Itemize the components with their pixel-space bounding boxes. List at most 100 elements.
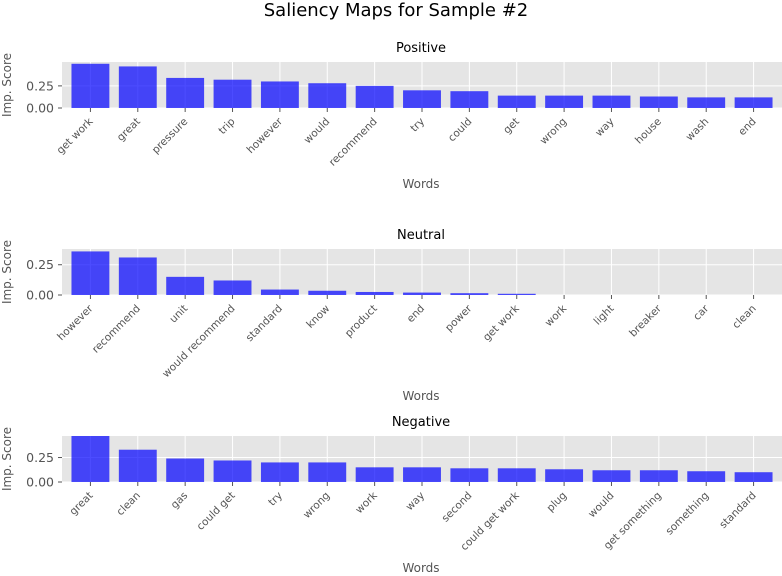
x-tick-label: end xyxy=(736,116,758,138)
x-tick-label: could get xyxy=(195,490,238,533)
x-tick-label: standard xyxy=(244,303,285,344)
bar-way xyxy=(403,467,441,482)
bar-get xyxy=(497,95,536,108)
x-axis-label: Words xyxy=(402,561,439,575)
bar-know xyxy=(308,290,347,295)
x-tick-label: great xyxy=(115,116,143,144)
x-axis-label: Words xyxy=(402,177,439,191)
x-tick-label: work xyxy=(543,302,570,329)
bar-wash xyxy=(687,97,726,108)
bar-wrong xyxy=(545,95,584,108)
x-tick-label: pressure xyxy=(150,116,191,157)
y-tick-label: 0.00 xyxy=(26,288,54,303)
x-tick-label: house xyxy=(633,116,664,147)
x-tick-label: breaker xyxy=(627,302,664,339)
bar-plug xyxy=(545,469,584,482)
x-tick-label: power xyxy=(443,302,475,334)
bar-great xyxy=(118,66,157,108)
x-tick-label: clean xyxy=(114,490,142,518)
bar-recommend xyxy=(355,85,394,108)
bar-unit xyxy=(166,276,205,295)
x-tick-label: know xyxy=(304,302,332,330)
bar-clean xyxy=(118,449,157,482)
y-tick-label: 0.00 xyxy=(26,475,54,490)
x-tick-label: clean xyxy=(730,303,758,331)
y-tick-label: 0.00 xyxy=(26,101,54,116)
x-tick-label: get work xyxy=(481,302,523,344)
x-tick-label: trip xyxy=(216,115,237,136)
bar-however xyxy=(260,81,299,108)
x-tick-label: work xyxy=(353,489,380,516)
x-tick-label: light xyxy=(592,303,617,328)
x-tick-label: gas xyxy=(169,490,191,512)
x-tick-label: plug xyxy=(545,490,570,515)
bar-could xyxy=(450,91,489,108)
y-axis-label: Imp. Score xyxy=(0,53,14,117)
x-tick-label: way xyxy=(593,116,617,140)
bar-gas xyxy=(166,458,205,482)
bar-power xyxy=(450,293,489,295)
panel-title-negative: Negative xyxy=(392,415,450,430)
bar-work xyxy=(355,467,394,482)
x-tick-label: would xyxy=(302,116,333,147)
x-tick-label: get work xyxy=(55,115,97,157)
bar-recommend xyxy=(118,257,157,295)
y-axis-label: Imp. Score xyxy=(0,240,14,304)
bar-house xyxy=(639,96,678,108)
bar-end xyxy=(403,292,441,295)
panel-title-positive: Positive xyxy=(396,41,446,56)
x-tick-label: however xyxy=(55,302,96,343)
y-tick-label: 0.25 xyxy=(26,450,54,465)
bar-try xyxy=(260,462,299,482)
figure-title: Saliency Maps for Sample #2 xyxy=(264,0,529,21)
bar-wrong xyxy=(308,462,347,482)
bar-get-work xyxy=(497,293,536,295)
x-tick-label: would xyxy=(586,490,617,521)
x-tick-label: car xyxy=(691,302,712,323)
bar-great xyxy=(71,436,110,482)
bar-get-work xyxy=(71,63,110,108)
x-tick-label: second xyxy=(440,490,475,525)
bar-way xyxy=(592,95,631,108)
bar-could-get-work xyxy=(497,468,536,482)
bar-get-something xyxy=(639,470,678,482)
y-axis-label: Imp. Score xyxy=(0,427,14,491)
x-tick-label: end xyxy=(405,303,427,325)
bar-standard xyxy=(734,472,773,482)
x-tick-label: wash xyxy=(684,116,712,144)
x-tick-label: try xyxy=(266,490,285,509)
bar-would-recommend xyxy=(213,280,252,295)
bar-end xyxy=(734,97,773,108)
y-tick-label: 0.25 xyxy=(26,78,54,93)
bar-could-get xyxy=(213,460,252,482)
x-tick-label: recommend xyxy=(327,116,380,169)
x-tick-label: way xyxy=(404,490,428,514)
bar-second xyxy=(450,468,489,482)
bar-however xyxy=(71,251,110,295)
bar-standard xyxy=(260,289,299,295)
x-axis-label: Words xyxy=(402,389,439,403)
x-tick-label: try xyxy=(408,116,427,135)
bar-would xyxy=(308,83,347,108)
x-tick-label: something xyxy=(664,490,712,538)
y-tick-label: 0.25 xyxy=(26,257,54,272)
x-tick-label: unit xyxy=(167,303,190,326)
x-tick-label: wrong xyxy=(301,490,332,521)
panel-title-neutral: Neutral xyxy=(397,228,445,243)
x-tick-label: great xyxy=(67,490,95,518)
bar-product xyxy=(355,291,394,295)
x-tick-label: get xyxy=(501,116,522,137)
x-tick-label: product xyxy=(343,303,380,340)
bar-trip xyxy=(213,79,252,108)
bar-pressure xyxy=(166,77,205,108)
x-tick-label: could xyxy=(446,116,475,145)
bar-would xyxy=(592,470,631,482)
panel-positive: 0.00 0.25 get work great pressure trip however… xyxy=(0,41,782,191)
bar-try xyxy=(403,90,441,108)
x-tick-label: however xyxy=(245,115,286,156)
x-tick-label: wrong xyxy=(538,116,569,147)
